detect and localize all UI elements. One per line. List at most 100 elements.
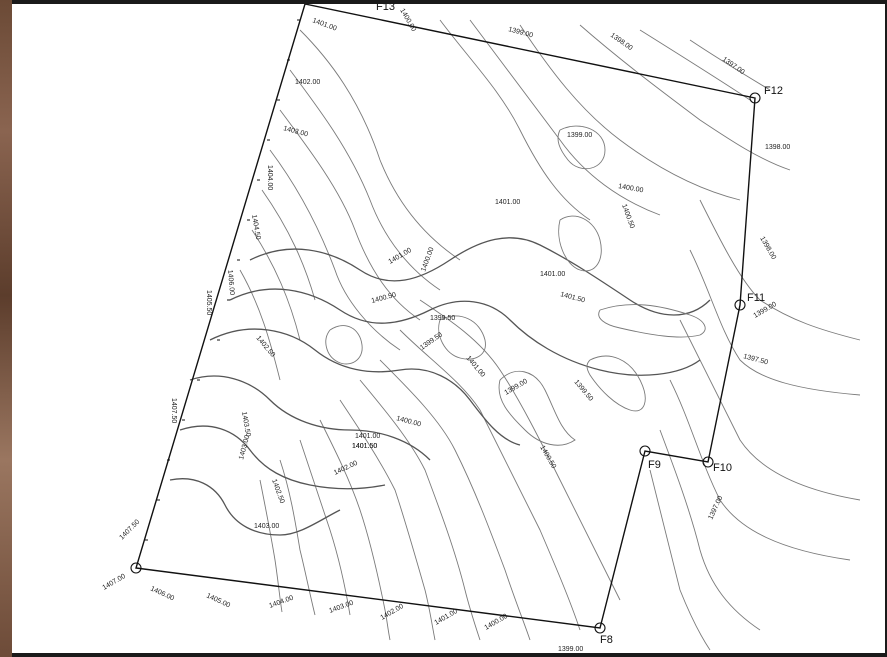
elevation-label: 1402.50 xyxy=(270,478,285,504)
contour-line xyxy=(399,329,581,631)
elevation-label: 1397.50 xyxy=(742,353,768,366)
elevation-label: 1399.00 xyxy=(558,646,583,653)
contour-line xyxy=(498,370,576,446)
elevation-label: 1400.00 xyxy=(420,246,435,272)
elevation-label: 1399.00 xyxy=(567,132,592,139)
contour-line xyxy=(586,355,646,412)
elevation-label: 1401.00 xyxy=(311,17,337,32)
contour-line xyxy=(261,189,316,301)
contour-map-drawing[interactable]: F13 F12 F11 F10 F9 F8 1401.00 1402.00 14… xyxy=(12,4,885,653)
contour-line xyxy=(279,459,316,616)
contour-line xyxy=(699,199,861,341)
bottom-frame-edge xyxy=(12,653,887,657)
left-frame-edge xyxy=(0,0,12,657)
contour-line xyxy=(438,315,486,360)
contour-line xyxy=(439,19,591,221)
elevation-label: 1400.00 xyxy=(484,613,510,632)
contour-lines xyxy=(169,19,861,651)
elevation-label: 1401.50 xyxy=(352,443,377,450)
contour-line xyxy=(325,325,363,365)
contour-line xyxy=(579,24,791,171)
right-frame-edge xyxy=(885,0,887,657)
point-marker-f11[interactable] xyxy=(734,299,746,311)
contour-line xyxy=(558,215,602,272)
elevation-label: 1400.00 xyxy=(395,415,421,428)
elevation-label: 1405.00 xyxy=(205,592,231,609)
elevation-label: 1402.00 xyxy=(295,79,320,86)
elevation-label: 1405.50 xyxy=(205,290,212,315)
contour-line xyxy=(649,469,711,651)
point-marker-f12[interactable] xyxy=(749,92,761,104)
elevation-label: 1400.50 xyxy=(538,445,557,471)
point-label-f9: F9 xyxy=(648,459,661,471)
contour-line xyxy=(289,69,441,291)
elevation-label: 1402.50 xyxy=(254,335,276,359)
contour-line xyxy=(259,479,283,613)
contour-line xyxy=(251,229,301,341)
contour-line xyxy=(249,237,711,316)
contour-line xyxy=(419,299,621,601)
point-label-f13: F13 xyxy=(376,4,395,13)
contour-line xyxy=(639,29,751,101)
survey-boundary xyxy=(135,4,756,629)
point-marker-sw[interactable] xyxy=(130,562,142,574)
contour-line xyxy=(689,249,861,396)
contour-line xyxy=(359,379,481,641)
elevation-label: 1407.00 xyxy=(102,573,128,592)
contour-line xyxy=(679,319,861,501)
elevation-label: 1400.50 xyxy=(620,203,635,229)
elevation-label: 1398.00 xyxy=(758,236,777,262)
elevation-label: 1399.50 xyxy=(419,331,444,351)
top-frame-edge xyxy=(12,0,887,4)
elevation-label: 1401.00 xyxy=(540,271,565,278)
point-label-f10: F10 xyxy=(713,462,732,474)
elevation-label: 1403.00 xyxy=(282,125,308,138)
contour-line xyxy=(379,359,531,641)
elevation-label: 1403.00 xyxy=(328,600,354,615)
elevation-label: 1401.00 xyxy=(355,433,380,440)
elevation-label: 1397.00 xyxy=(707,495,724,521)
contour-line xyxy=(229,288,701,376)
elevation-label: 1401.00 xyxy=(388,247,414,266)
elevation-label: 1398.00 xyxy=(609,32,634,52)
point-markers xyxy=(130,92,761,634)
elevation-label: 1397.00 xyxy=(721,56,746,76)
elevation-label: 1402.00 xyxy=(380,603,406,622)
left-edge-ticks xyxy=(145,19,300,541)
contour-line xyxy=(279,109,421,321)
elevation-label: 1403.00 xyxy=(238,434,251,460)
elevation-label: 1399.50 xyxy=(572,379,594,403)
contour-line xyxy=(557,125,606,170)
contour-line xyxy=(239,269,281,381)
contour-line xyxy=(299,439,351,616)
elevation-label: 1401.00 xyxy=(495,199,520,206)
contour-line xyxy=(299,29,461,261)
contour-line xyxy=(339,399,436,641)
elevation-label: 1400.00 xyxy=(398,8,417,34)
contour-line xyxy=(189,375,431,461)
contour-line xyxy=(659,429,761,631)
point-labels: F13 F12 F11 F10 F9 F8 xyxy=(376,4,783,646)
contour-line xyxy=(319,419,391,641)
point-label-f12: F12 xyxy=(764,85,783,97)
contour-line xyxy=(469,19,661,216)
contour-line xyxy=(689,39,771,91)
contour-line xyxy=(669,379,851,561)
elevation-label: 1401.50 xyxy=(352,443,377,450)
elevation-label: 1403.00 xyxy=(254,523,279,530)
elevation-label: 1407.50 xyxy=(170,398,177,423)
elevation-label: 1401.50 xyxy=(559,291,585,304)
point-marker-f9[interactable] xyxy=(639,445,651,457)
elevation-label: 1400.50 xyxy=(371,292,397,305)
contour-line xyxy=(519,24,741,201)
point-marker-f8[interactable] xyxy=(594,622,606,634)
elevation-label: 1398.00 xyxy=(765,144,790,151)
point-label-f11: F11 xyxy=(747,292,765,304)
elevation-label: 1407.50 xyxy=(118,518,141,541)
contour-line xyxy=(169,478,341,536)
point-label-f8: F8 xyxy=(600,634,613,646)
elevation-label: 1401.00 xyxy=(434,608,460,627)
elevation-label: 1406.00 xyxy=(226,270,235,296)
point-marker-f10[interactable] xyxy=(702,456,714,468)
elevation-label: 1400.00 xyxy=(618,183,644,194)
